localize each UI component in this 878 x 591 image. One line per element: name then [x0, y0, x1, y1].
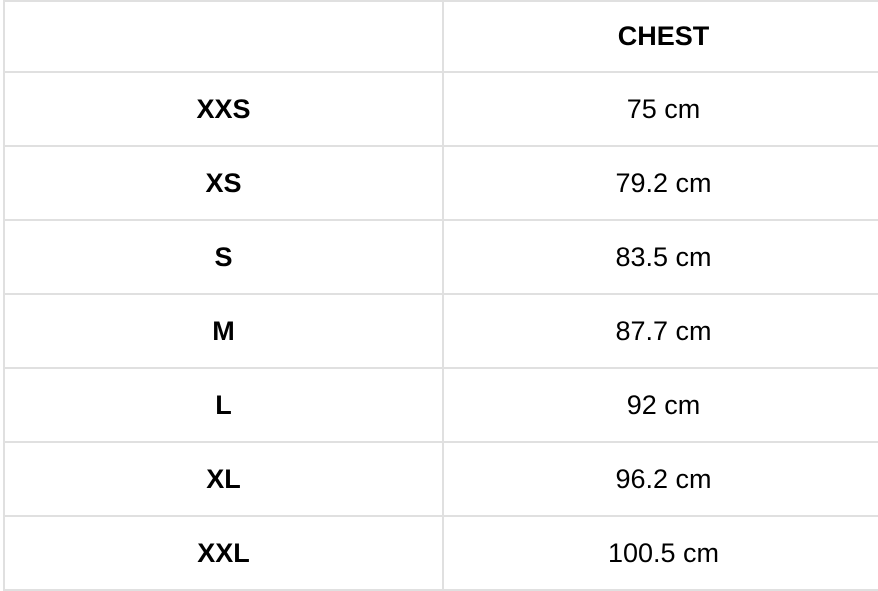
chest-cell: 75 cm: [442, 71, 878, 147]
size-row: L 92 cm: [3, 367, 878, 443]
chest-cell: 83.5 cm: [442, 219, 878, 295]
header-cell-empty: [3, 0, 444, 73]
chest-cell: 87.7 cm: [442, 293, 878, 369]
size-cell: XXL: [3, 515, 444, 591]
size-cell: XS: [3, 145, 444, 221]
size-row: XS 79.2 cm: [3, 145, 878, 221]
size-row: XXS 75 cm: [3, 71, 878, 147]
size-table: CHEST XXS 75 cm XS 79.2 cm S 83.5 cm M 87.7 cm L…: [3, 0, 878, 591]
size-cell: M: [3, 293, 444, 369]
chest-cell: 100.5 cm: [442, 515, 878, 591]
size-cell: S: [3, 219, 444, 295]
size-row: S 83.5 cm: [3, 219, 878, 295]
size-row: XXL 100.5 cm: [3, 515, 878, 591]
size-cell: L: [3, 367, 444, 443]
size-row: M 87.7 cm: [3, 293, 878, 369]
chest-cell: 96.2 cm: [442, 441, 878, 517]
header-cell: CHEST: [442, 0, 878, 73]
size-cell: XL: [3, 441, 444, 517]
size-cell: XXS: [3, 71, 444, 147]
chest-cell: 79.2 cm: [442, 145, 878, 221]
table-body: XXS 75 cm XS 79.2 cm S 83.5 cm M 87.7 cm L 92 cm X…: [3, 71, 878, 591]
header-row: CHEST: [3, 0, 878, 73]
size-row: XL 96.2 cm: [3, 441, 878, 517]
chest-cell: 92 cm: [442, 367, 878, 443]
